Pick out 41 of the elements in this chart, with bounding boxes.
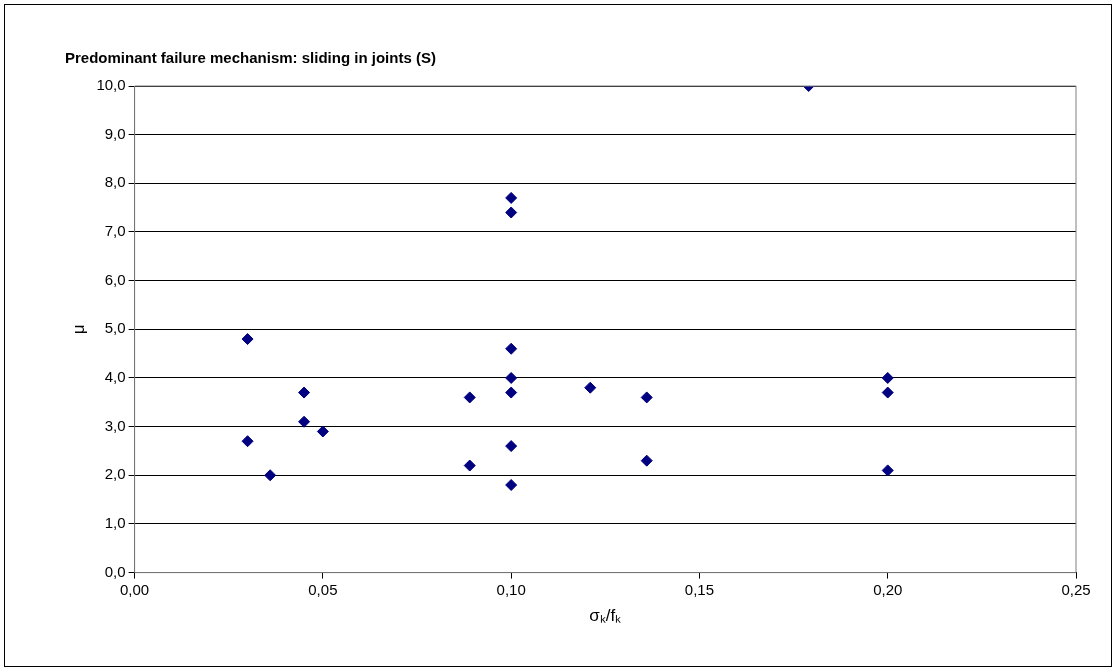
- point: [298, 386, 311, 399]
- point: [316, 425, 329, 438]
- x-tick-label: 0,20: [873, 580, 903, 598]
- y-tick-label: 5,0: [104, 319, 126, 337]
- point: [298, 415, 311, 428]
- y-tick-label: 1,0: [104, 514, 126, 532]
- point: [881, 386, 894, 399]
- y-axis-title: μ: [68, 324, 88, 335]
- y-tick-label: 10,0: [96, 76, 126, 94]
- y-tick-label: 3,0: [104, 416, 126, 434]
- y-tick-label: 7,0: [104, 222, 126, 240]
- y-tick-label: 0,0: [104, 562, 126, 580]
- x-tick-label: 0,15: [684, 580, 715, 598]
- y-tick-label: 2,0: [104, 465, 126, 483]
- point: [505, 386, 518, 399]
- x-tick-label: 0,25: [1061, 580, 1091, 598]
- point: [584, 381, 597, 394]
- x-tick-label: 0,00: [119, 580, 150, 598]
- point: [264, 469, 277, 482]
- point: [241, 333, 254, 346]
- point: [881, 464, 894, 477]
- point: [505, 479, 518, 492]
- point: [640, 391, 653, 404]
- point: [640, 454, 653, 467]
- x-axis-title: σₖ/fₖ: [589, 606, 622, 626]
- point: [505, 206, 518, 219]
- y-tick-label: 9,0: [104, 124, 126, 142]
- point: [241, 435, 254, 448]
- chart-title: Predominant failure mechanism: sliding in joints (S): [65, 49, 436, 67]
- point: [505, 342, 518, 355]
- y-tick-label: 6,0: [104, 270, 126, 288]
- point: [463, 459, 476, 472]
- x-tick-label: 0,10: [496, 580, 526, 598]
- point: [505, 371, 518, 384]
- point: [881, 371, 894, 384]
- point: [505, 440, 518, 453]
- y-tick-label: 8,0: [104, 173, 126, 191]
- point: [463, 391, 476, 404]
- point: [505, 191, 518, 204]
- y-tick-label: 4,0: [104, 368, 126, 386]
- x-tick-label: 0,05: [308, 580, 338, 598]
